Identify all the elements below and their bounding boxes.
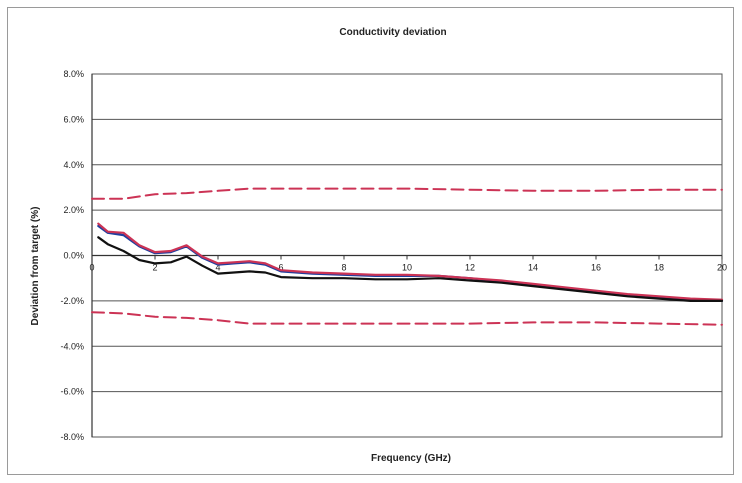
x-tick-label: 6 bbox=[278, 263, 283, 273]
y-tick-label: 0.0% bbox=[63, 251, 84, 261]
y-tick-label: -2.0% bbox=[60, 296, 84, 306]
axes bbox=[91, 73, 723, 438]
x-tick-label: 2 bbox=[152, 263, 157, 273]
y-tick-label: -4.0% bbox=[60, 341, 84, 351]
series-line-2 bbox=[97, 236, 724, 302]
x-tick-label: 0 bbox=[89, 263, 94, 273]
chart-title: Conductivity deviation bbox=[339, 27, 446, 38]
x-tick-label: 18 bbox=[654, 263, 664, 273]
series-line-1 bbox=[97, 222, 724, 301]
y-tick-label: 4.0% bbox=[63, 160, 84, 170]
data-series bbox=[91, 187, 724, 326]
limit-line-4 bbox=[91, 311, 723, 326]
x-tick-label: 20 bbox=[717, 263, 727, 273]
x-tick-label: 4 bbox=[215, 263, 220, 273]
y-tick-label: -6.0% bbox=[60, 387, 84, 397]
x-axis-label: Frequency (GHz) bbox=[371, 453, 451, 464]
x-tick-label: 16 bbox=[591, 263, 601, 273]
y-axis-label: Deviation from target (%) bbox=[30, 207, 41, 326]
y-tick-label: 6.0% bbox=[63, 114, 84, 124]
limit-line-3 bbox=[91, 187, 723, 200]
y-tick-label: 8.0% bbox=[63, 69, 84, 79]
y-tick-labels: 8.0% 6.0% 4.0% 2.0% 0.0% -2.0% -4.0% -6.0% -8.0% bbox=[60, 69, 84, 442]
conductivity-chart: Conductivity deviation 8.0% 6.0% 4.0% 2.0% 0… bbox=[30, 27, 727, 464]
x-tick-label: 8 bbox=[341, 263, 346, 273]
x-tick-labels: 0 2 4 6 8 10 12 14 16 18 20 bbox=[89, 263, 727, 273]
x-tick-label: 14 bbox=[528, 263, 538, 273]
chart-frame: Conductivity deviation 8.0% 6.0% 4.0% 2.0% 0… bbox=[7, 7, 734, 475]
x-tick-label: 10 bbox=[402, 263, 412, 273]
y-tick-label: -8.0% bbox=[60, 432, 84, 442]
x-tick-label: 12 bbox=[465, 263, 475, 273]
y-tick-label: 2.0% bbox=[63, 205, 84, 215]
